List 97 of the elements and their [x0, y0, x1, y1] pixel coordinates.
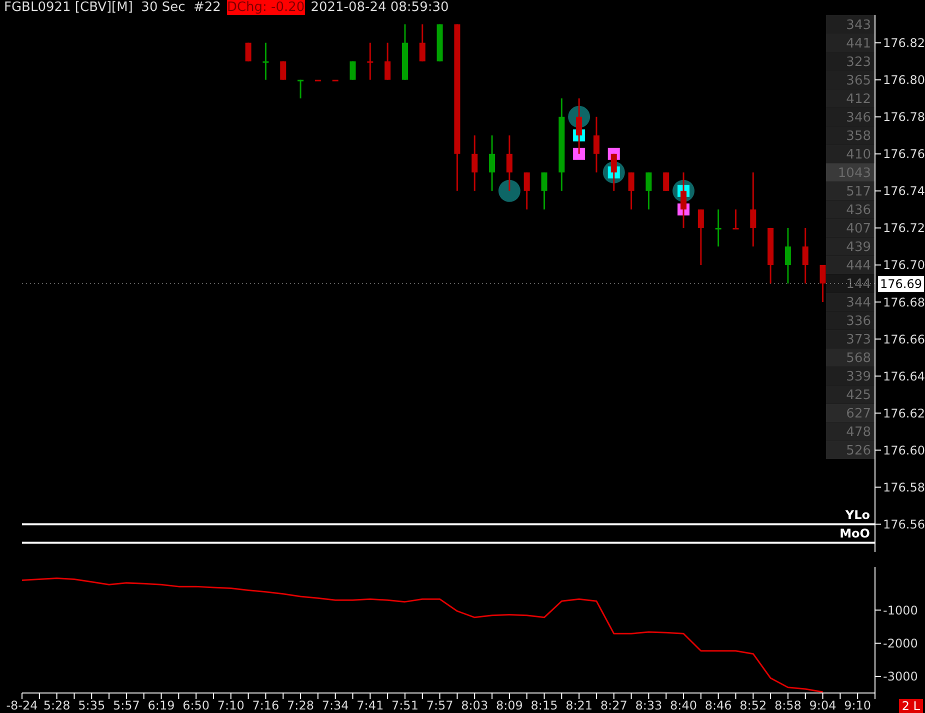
text: DChg: -0.20 — [226, 0, 305, 15]
ref-line-label: MoO — [840, 526, 870, 541]
data-label: 365 — [846, 73, 871, 88]
candlestick — [472, 134, 478, 192]
x-tick-label: 8:46 — [704, 698, 732, 713]
x-tick-label: 5:35 — [78, 698, 106, 713]
x-tick-label: 7:57 — [426, 698, 454, 713]
y-tick-label: -1000 — [883, 603, 918, 618]
x-tick-label: 7:41 — [356, 698, 384, 713]
data-label: 339 — [846, 370, 871, 385]
candlestick — [506, 134, 512, 192]
y-tick-label: -3000 — [883, 670, 918, 684]
ref-line-label: YLo — [844, 508, 870, 522]
data-label: 144 — [846, 277, 871, 292]
data-label: 346 — [846, 110, 871, 126]
line-series — [21, 578, 824, 693]
x-tick-label: 9:04 — [809, 698, 836, 713]
x-tick-label: 7:28 — [287, 698, 314, 713]
x-tick-label: -8-24 — [6, 698, 38, 713]
candlestick — [298, 79, 304, 100]
y-tick-label: 176.64 — [883, 369, 925, 384]
data-label: 407 — [846, 222, 871, 236]
data-label: 425 — [846, 388, 871, 404]
candlestick — [350, 60, 356, 81]
y-tick-label: 176.70 — [883, 258, 925, 272]
y-tick-label: 176.78 — [883, 110, 925, 124]
candlestick — [663, 172, 670, 192]
text: 2021-08-24 08:59:30 — [310, 0, 449, 15]
y-tick-label: 176.60 — [883, 443, 925, 458]
candlestick — [732, 208, 739, 230]
data-label: 358 — [846, 128, 871, 144]
candlestick — [802, 227, 808, 284]
data-label: 343 — [846, 18, 871, 33]
y-tick-label: 176.80 — [883, 73, 925, 88]
x-tick-label: 7:51 — [392, 698, 418, 713]
x-tick-label: 8:09 — [496, 698, 523, 713]
text: 2 L — [898, 699, 923, 713]
y-tick-label: 176.58 — [883, 480, 925, 494]
x-tick-label: 8:58 — [774, 698, 802, 713]
y-tick-label: 176.76 — [883, 147, 925, 162]
x-tick-label: 9:10 — [844, 698, 872, 713]
candlestick — [384, 42, 391, 81]
x-tick-label: 8:40 — [670, 698, 697, 713]
x-tick-label: 7:34 — [322, 698, 349, 713]
data-label: 323 — [846, 54, 871, 70]
candlestick — [419, 24, 426, 62]
candlestick — [784, 227, 791, 284]
x-tick-label: 8:15 — [530, 698, 558, 713]
data-label: 410 — [846, 147, 871, 162]
x-tick-label: 8:52 — [740, 698, 767, 713]
candlestick — [489, 134, 496, 192]
y-tick-label: 176.72 — [883, 221, 925, 236]
data-label: 478 — [846, 425, 871, 440]
candlestick — [280, 60, 286, 81]
candlestick — [524, 172, 530, 210]
x-tick-label: 8:33 — [635, 698, 662, 713]
candlestick — [715, 208, 722, 248]
data-label: 526 — [846, 444, 871, 459]
x-tick-label: 8:27 — [600, 698, 628, 713]
y-tick-label: 176.82 — [883, 36, 925, 50]
data-label: 344 — [846, 296, 871, 311]
ref-line-label: 176.69 — [878, 276, 924, 292]
x-tick-label: 8:03 — [461, 698, 488, 713]
y-tick-label: -2000 — [883, 636, 918, 651]
x-tick-label: 6:19 — [148, 698, 175, 713]
candlestick — [698, 208, 704, 266]
candlestick — [628, 172, 634, 210]
data-label: 441 — [846, 36, 871, 52]
x-tick-label: 7:10 — [217, 698, 244, 713]
candlestick — [820, 264, 826, 303]
candlestick — [262, 42, 269, 81]
candlestick — [367, 42, 374, 81]
data-label: 444 — [846, 258, 871, 274]
y-tick-label: 176.62 — [883, 406, 925, 420]
candlestick — [646, 172, 652, 210]
candlestick — [245, 42, 252, 62]
candlestick — [750, 172, 756, 248]
x-tick-label: 5:28 — [43, 698, 70, 713]
data-label: 568 — [846, 351, 871, 366]
data-label: 517 — [846, 184, 871, 200]
x-tick-label: 6:50 — [182, 698, 210, 713]
data-label: 439 — [846, 240, 871, 256]
y-tick-label: 176.56 — [883, 517, 925, 532]
data-label: 336 — [846, 314, 871, 330]
data-label: 436 — [846, 202, 871, 218]
x-tick-label: 5:57 — [112, 698, 140, 713]
data-label: 627 — [846, 406, 871, 422]
y-tick-label: 176.68 — [883, 295, 925, 310]
candlestick — [593, 116, 600, 174]
y-tick-label: 176.66 — [883, 332, 925, 346]
y-tick-label: 176.74 — [883, 184, 925, 198]
data-label: 373 — [846, 332, 871, 348]
data-label: 412 — [846, 92, 871, 107]
x-tick-label: 8:21 — [566, 698, 593, 713]
x-tick-label: 7:16 — [252, 698, 280, 713]
candlestick — [541, 172, 548, 210]
chart-title: FGBL0921 [CBV][M] 30 Sec #22 — [4, 0, 221, 15]
